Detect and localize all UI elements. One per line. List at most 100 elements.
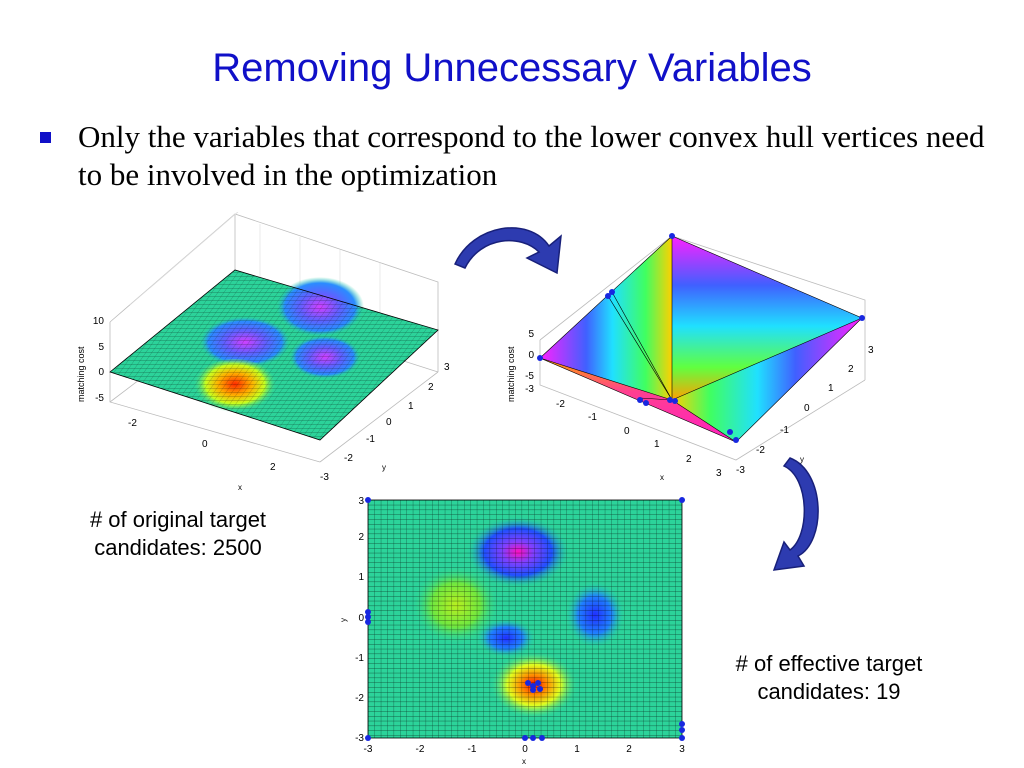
x-tick: 1: [654, 439, 660, 450]
y-tick: 1: [408, 401, 414, 412]
surface-plot: 10 5 0 -5 matching cost -2 0 2 x 3 2 1 0…: [76, 212, 450, 492]
x-tick: -1: [468, 744, 477, 755]
z-tick: 5: [528, 329, 534, 340]
square-bullet-icon: [40, 132, 51, 143]
hull-y-ticks: 3 2 1 0 -1 -2 -3: [736, 345, 874, 476]
hull-x-ticks: -2 -1 0 1 2 3: [556, 399, 722, 479]
y-tick: -3: [355, 733, 364, 744]
grid-x-ticks: -3 -2 -1 0 1 2 3: [364, 744, 686, 755]
x-tick: 2: [626, 744, 632, 755]
hull-vertex: [537, 355, 543, 361]
grid-point: [535, 680, 541, 686]
x-tick: 3: [716, 468, 722, 479]
grid-point: [365, 609, 371, 615]
caption-original-candidates: # of original target candidates: 2500: [89, 507, 267, 560]
grid-x-label: x: [522, 757, 526, 766]
grid-point: [365, 497, 371, 503]
hull-vertex: [733, 437, 739, 443]
z-tick: -3: [525, 384, 534, 395]
z-tick: 5: [98, 342, 104, 353]
z-tick: 0: [528, 350, 534, 361]
grid-point: [365, 614, 371, 620]
hull-vertex: [667, 397, 673, 403]
x-tick: 2: [686, 454, 692, 465]
y-tick: 0: [804, 403, 810, 414]
y-tick: -2: [344, 453, 353, 464]
grid-point: [530, 735, 536, 741]
z-tick: -5: [525, 371, 534, 382]
grid-point: [679, 735, 685, 741]
caption-effective-candidates: # of effective target candidates: 19: [735, 651, 923, 704]
x-tick: 0: [522, 744, 528, 755]
y-tick: 0: [386, 417, 392, 428]
hull-x-label: x: [660, 473, 664, 482]
hull-vertices: [537, 233, 865, 443]
y-tick: 1: [358, 572, 364, 583]
y-tick: 3: [358, 496, 364, 507]
x-tick: 3: [679, 744, 685, 755]
x-tick: -2: [556, 399, 565, 410]
grid-point: [679, 721, 685, 727]
hull-vertex: [669, 233, 675, 239]
grid-y-ticks: 3 2 1 0 -1 -2 -3: [355, 496, 364, 744]
y-tick: 2: [848, 364, 854, 375]
grid-heatmap: [367, 499, 683, 739]
grid-point: [537, 686, 543, 692]
grid-points: [365, 497, 685, 741]
y-tick: 3: [868, 345, 874, 356]
z-tick: 0: [98, 367, 104, 378]
hull-vertex: [605, 293, 611, 299]
x-tick: -1: [588, 412, 597, 423]
grid-point: [365, 619, 371, 625]
surface-z-label: matching cost: [76, 346, 86, 402]
grid-y-label: y: [339, 618, 348, 622]
y-tick: -2: [756, 445, 765, 456]
y-tick: 2: [358, 532, 364, 543]
z-tick: 10: [93, 316, 105, 327]
hull-vertex: [637, 397, 643, 403]
y-tick: 0: [358, 613, 364, 624]
grid-point: [539, 735, 545, 741]
grid-point: [530, 687, 536, 693]
surface-z-ticks: 10 5 0 -5: [93, 316, 105, 404]
curved-arrow-top-icon: [453, 227, 562, 275]
x-tick: -2: [416, 744, 425, 755]
y-tick: -1: [355, 653, 364, 664]
grid-point: [365, 735, 371, 741]
grid-point: [679, 497, 685, 503]
hull-z-label: matching cost: [506, 346, 516, 402]
hull-y-label: y: [800, 455, 804, 464]
y-tick: -3: [736, 465, 745, 476]
curved-arrow-down-icon: [772, 457, 819, 571]
grid-point: [525, 680, 531, 686]
hull-vertex: [859, 315, 865, 321]
y-tick: 1: [828, 383, 834, 394]
grid-plot: 3 2 1 0 -1 -2 -3 y -3 -2 -1 0 1 2 3 x: [339, 496, 686, 766]
x-tick: -3: [364, 744, 373, 755]
x-tick: 2: [270, 462, 276, 473]
y-tick: -3: [320, 472, 329, 483]
hull-vertex: [672, 398, 678, 404]
x-tick: 1: [574, 744, 580, 755]
grid-point: [522, 735, 528, 741]
surface-x-ticks: -2 0 2: [128, 418, 276, 473]
y-tick: -2: [355, 693, 364, 704]
y-tick: -1: [780, 425, 789, 436]
hull-vertex: [643, 400, 649, 406]
surface-x-label: x: [238, 483, 242, 492]
hull-vertex: [727, 429, 733, 435]
slide-title: Removing Unnecessary Variables: [212, 46, 812, 90]
x-tick: 0: [624, 426, 630, 437]
surface-y-label: y: [382, 463, 386, 472]
hull-z-ticks: 5 0 -5 -3: [525, 329, 534, 395]
x-tick: 0: [202, 439, 208, 450]
grid-point: [679, 727, 685, 733]
surface-mesh: [109, 269, 439, 441]
surface-y-ticks: 3 2 1 0 -1 -2 -3: [320, 362, 450, 483]
z-tick: -5: [95, 393, 104, 404]
hull-plot: 5 0 -5 -3 matching cost -2 -1 0 1 2 3 x …: [506, 233, 874, 482]
hull-vertex: [609, 289, 615, 295]
x-tick: -2: [128, 418, 137, 429]
y-tick: 2: [428, 382, 434, 393]
y-tick: -1: [366, 434, 375, 445]
